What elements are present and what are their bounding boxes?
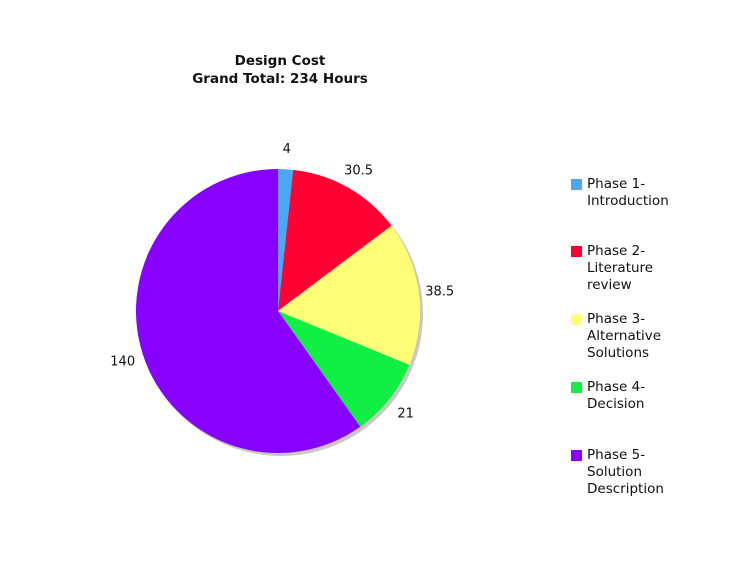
legend-label: Phase 4- Decision (587, 379, 646, 412)
legend-item-3: Phase 3- Alternative Solutions (571, 311, 697, 362)
legend-label: Phase 3- Alternative Solutions (587, 311, 662, 361)
legend-label: Phase 5- Solution Description (587, 447, 664, 497)
pie-slice-5 (135, 169, 361, 453)
legend-swatch (571, 314, 582, 325)
legend-swatch (571, 382, 582, 393)
legend-swatch (571, 450, 582, 461)
legend-item-4: Phase 4- Decision (571, 379, 697, 413)
legend-label: Phase 2- Literature review (587, 243, 654, 293)
slice-value-label-2: 30.5 (344, 163, 373, 178)
slice-value-label-4: 21 (397, 406, 414, 421)
slice-value-label-1: 4 (283, 142, 291, 157)
pie-slice-3 (278, 225, 420, 365)
legend-item-2: Phase 2- Literature review (571, 243, 697, 294)
slice-value-label-5: 140 (110, 355, 135, 370)
pie-slice-2 (278, 169, 392, 311)
pie-slice-1 (278, 169, 294, 311)
title: Design Cost (234, 53, 326, 69)
legend-item-1: Phase 1- Introduction (571, 176, 697, 210)
legend-swatch (571, 179, 582, 190)
slice-value-label-3: 38.5 (425, 284, 454, 299)
pie-slice-4 (278, 311, 410, 427)
legend-swatch (571, 246, 582, 257)
subtitle: Grand Total: 234 Hours (192, 71, 368, 87)
legend-item-5: Phase 5- Solution Description (571, 447, 697, 498)
legend-label: Phase 1- Introduction (587, 176, 669, 209)
chart-title: Design Cost Grand Total: 234 Hours (130, 52, 430, 88)
